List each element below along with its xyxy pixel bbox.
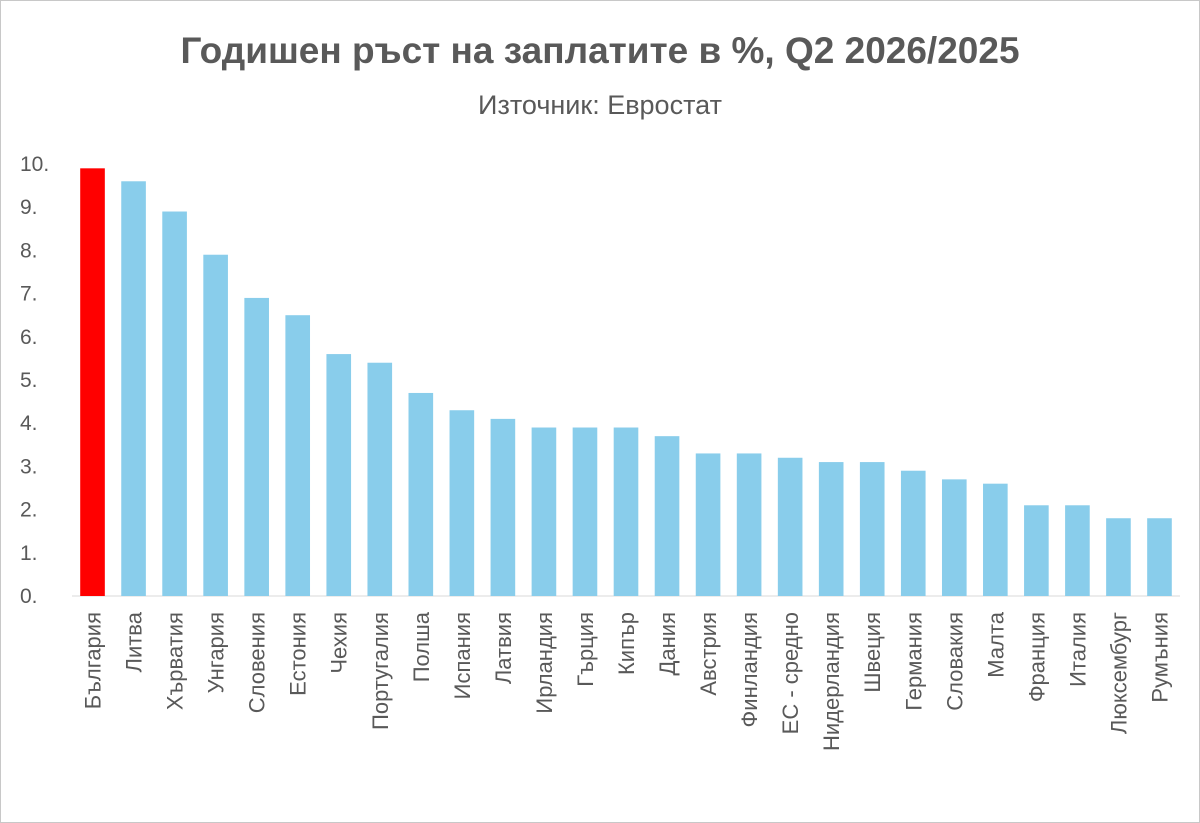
bar: [1024, 505, 1049, 596]
x-category-label: Нидерландия: [819, 612, 844, 751]
x-category-label: Естония: [286, 612, 311, 696]
bar: [121, 181, 146, 596]
bars: [80, 168, 1172, 596]
bar: [531, 427, 557, 596]
y-tick-label: 0.: [20, 585, 38, 608]
chart-title: Годишен ръст на заплатите в %, Q2 2026/2…: [180, 30, 1020, 71]
x-category-label: Ирландия: [532, 612, 557, 714]
x-category-label: Кипър: [614, 612, 639, 675]
bar: [983, 483, 1008, 596]
bar: [408, 392, 434, 596]
bar: [162, 211, 187, 596]
bar: [285, 315, 311, 596]
bar: [572, 427, 598, 596]
bar: [1106, 518, 1131, 596]
x-axis-labels: България Литва Хърватия Унгария Словения Есто…: [81, 611, 1173, 751]
y-tick-label: 6.: [20, 326, 38, 349]
bar: [1065, 505, 1090, 596]
y-tick-label: 1.: [20, 542, 38, 565]
x-category-label: България: [81, 612, 106, 709]
y-tick-label: 5.: [20, 369, 38, 392]
bar: [695, 453, 721, 596]
x-category-label: Словакия: [942, 612, 967, 711]
x-category-label: Испания: [450, 612, 475, 699]
x-category-label: Германия: [901, 612, 926, 711]
x-category-label: Латвия: [491, 612, 516, 684]
bar: [1147, 518, 1172, 596]
x-category-label: ЕС - средно: [778, 612, 803, 734]
bar: [449, 410, 475, 596]
y-axis-ticks: 0. 1. 2. 3. 4. 5. 6. 7. 8. 9. 10.: [20, 153, 49, 608]
x-category-label: Гърция: [573, 612, 598, 687]
bar: [736, 453, 762, 596]
x-category-label: Финландия: [737, 612, 762, 727]
y-tick-label: 7.: [20, 283, 38, 306]
bar: [367, 362, 393, 596]
y-tick-label: 9.: [20, 196, 38, 219]
x-category-label: Дания: [655, 612, 680, 676]
x-category-label: Португалия: [368, 612, 393, 730]
bar: [777, 457, 803, 596]
bar: [326, 354, 352, 596]
bar: [490, 418, 516, 596]
x-category-label: Полша: [409, 611, 434, 682]
x-category-label: Литва: [122, 611, 147, 672]
x-category-label: Италия: [1065, 612, 1090, 687]
chart-subtitle: Източник: Евростат: [478, 90, 722, 120]
bar: [900, 470, 926, 596]
x-category-label: Франция: [1024, 612, 1049, 702]
bar: [203, 254, 228, 596]
x-category-label: Швеция: [860, 612, 885, 693]
y-tick-label: 4.: [20, 412, 38, 435]
bar: [244, 297, 269, 596]
x-category-label: Чехия: [327, 612, 352, 674]
bar: [818, 462, 844, 596]
y-tick-label: 8.: [20, 239, 38, 262]
bar: [613, 427, 639, 596]
bar: [654, 436, 680, 596]
y-tick-label: 3.: [20, 455, 38, 478]
bar: [80, 168, 105, 596]
x-category-label: Люксембург: [1106, 612, 1131, 734]
x-category-label: Унгария: [204, 612, 229, 693]
x-category-label: Словения: [245, 612, 270, 713]
y-tick-label: 2.: [20, 499, 38, 522]
bar: [859, 462, 885, 596]
x-category-label: Австрия: [696, 612, 721, 696]
y-tick-label: 10.: [20, 153, 49, 176]
bar: [941, 479, 967, 596]
x-category-label: Хърватия: [163, 612, 188, 710]
x-category-label: Малта: [983, 611, 1008, 677]
x-category-label: Румъния: [1147, 612, 1172, 703]
